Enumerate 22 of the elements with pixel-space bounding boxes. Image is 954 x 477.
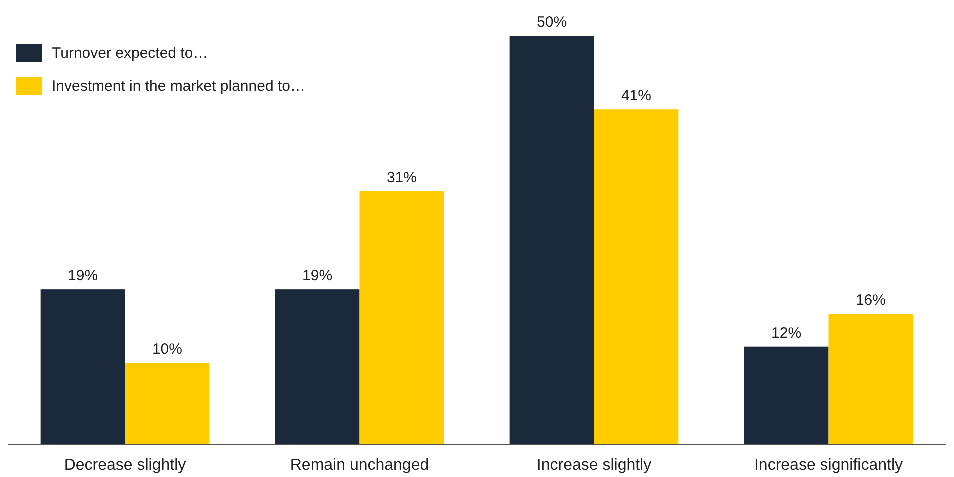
data-label: 19% bbox=[302, 268, 333, 285]
x-tick-label: Increase slightly bbox=[536, 457, 652, 474]
bar bbox=[40, 290, 126, 445]
data-label: 41% bbox=[621, 88, 652, 105]
data-label: 19% bbox=[68, 268, 98, 285]
legend-label: Investment in the market planned to… bbox=[52, 78, 306, 95]
bar bbox=[275, 290, 360, 445]
bar bbox=[828, 314, 914, 445]
data-label: 16% bbox=[856, 292, 886, 310]
bar bbox=[360, 191, 444, 445]
data-label: 31% bbox=[386, 169, 417, 186]
x-tick-label: Decrease slightly bbox=[64, 457, 186, 474]
bar bbox=[510, 36, 594, 445]
bar bbox=[744, 346, 829, 445]
data-label: 10% bbox=[152, 341, 182, 358]
x-tick-label: Increase significantly bbox=[754, 457, 904, 474]
data-label: 12% bbox=[772, 324, 802, 342]
bar bbox=[594, 110, 679, 445]
x-tick-label: Remain unchanged bbox=[290, 457, 430, 474]
legend-label: Turnover expected to… bbox=[52, 45, 208, 62]
data-label: 50% bbox=[537, 14, 568, 31]
bar bbox=[125, 363, 210, 445]
